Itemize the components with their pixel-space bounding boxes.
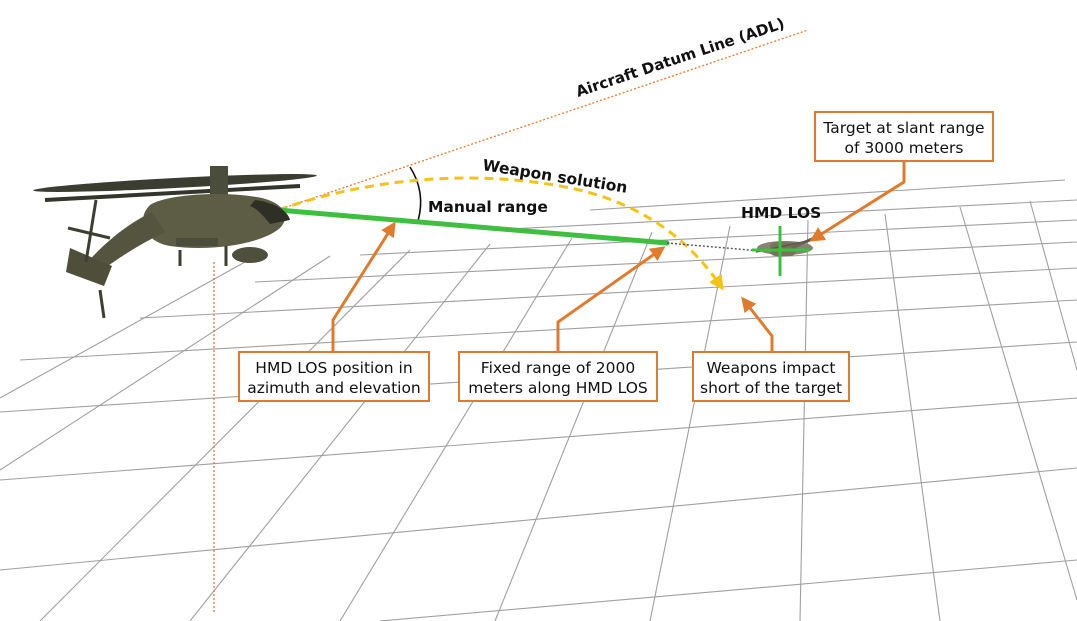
callout-arrows <box>331 161 906 352</box>
adl-line <box>277 29 809 211</box>
callout-text-line: HMD LOS position in <box>255 359 413 377</box>
manual-range-label: Manual range <box>428 198 548 216</box>
callout-text-line: of 3000 meters <box>844 139 964 157</box>
weapon-trajectory <box>277 176 724 291</box>
callout-text-line: Fixed range of 2000 <box>480 359 636 377</box>
arrow-weapons-impact <box>741 296 774 352</box>
callout-text-line: Target at slant range <box>823 119 985 137</box>
callout-weapons-impact: Weapons impact short of the target <box>692 351 850 402</box>
angle-arc <box>409 166 422 222</box>
arrow-target <box>809 161 906 242</box>
callout-target: Target at slant range of 3000 meters <box>814 111 994 162</box>
helicopter-icon <box>33 166 317 319</box>
callout-hmd-position: HMD LOS position in azimuth and elevatio… <box>238 351 430 402</box>
hmd-los-label: HMD LOS <box>741 204 821 222</box>
hmd-los-line <box>275 207 670 246</box>
adl-label: Aircraft Datum Line (ADL) <box>574 14 787 101</box>
callout-text-line: azimuth and elevation <box>247 379 421 397</box>
callout-text-line: meters along HMD LOS <box>468 379 648 397</box>
callout-fixed-range: Fixed range of 2000 meters along HMD LOS <box>458 351 658 402</box>
arrow-hmd-position <box>331 221 396 352</box>
callout-text-line: Weapons impact <box>706 359 836 377</box>
callout-text-line: short of the target <box>700 379 843 397</box>
arrow-fixed-range <box>556 246 666 352</box>
weapon-solution-label: Weapon solution <box>481 156 628 197</box>
